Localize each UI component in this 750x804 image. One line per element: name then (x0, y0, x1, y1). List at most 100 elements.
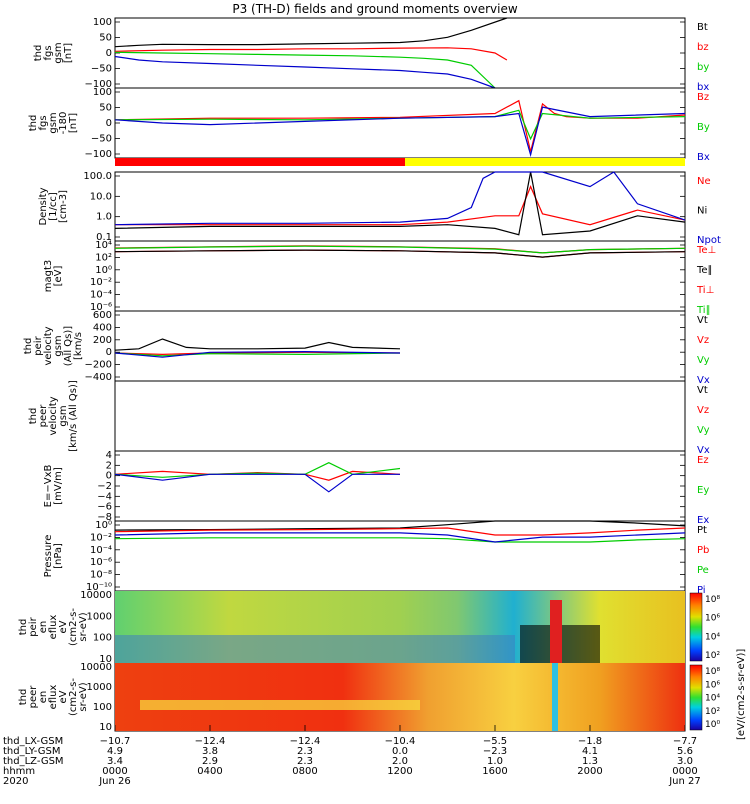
panel-frame (114, 87, 686, 159)
legend-entry: Pe (697, 565, 709, 576)
y-axis-label: velocity (48, 396, 59, 435)
y-axis-label: Density (38, 187, 49, 225)
y-axis-label: thd (18, 619, 29, 636)
y-tick-label: 0.1 (96, 232, 112, 243)
y-axis-label: peir (28, 616, 39, 636)
ephemeris-value: −10.7 (100, 736, 131, 747)
legend-entry: Vt (697, 385, 708, 396)
y-tick-label: 200 (93, 335, 112, 346)
legend-entry: Vx (697, 445, 710, 456)
legend-entry: Ez (697, 455, 709, 466)
colorbar-tick-label: 10² (705, 707, 720, 717)
ephemeris-value: 2.3 (297, 756, 313, 767)
ephemeris-value: −12.4 (195, 736, 226, 747)
y-tick-label: 10⁻² (90, 277, 112, 288)
ephemeris-value: 1200 (387, 766, 412, 777)
colorbar-tick-label: 10⁴ (705, 694, 720, 704)
series-Pt-line (114, 520, 686, 531)
series-Te∥-line (114, 249, 686, 258)
y-axis-label: eflux (48, 615, 59, 640)
y-axis-label: gsm (58, 405, 69, 426)
y-axis-label: thd (33, 45, 44, 62)
series-Ti∥-line (114, 245, 686, 254)
y-axis-label: peir (33, 335, 44, 355)
legend-entry: bx (697, 82, 709, 93)
y-tick-label: −4 (97, 491, 112, 502)
ephemeris-value: 3.8 (202, 746, 218, 757)
legend-entry: Vz (697, 405, 709, 416)
y-tick-label: 1.0 (96, 212, 112, 223)
series-Ni-line (114, 171, 686, 236)
y-axis-label: thd (23, 338, 34, 355)
legend-entry: Vz (697, 335, 709, 346)
legend-entry: Bz (697, 92, 709, 103)
series-Bz-line (114, 99, 686, 152)
panel-frame (114, 380, 686, 452)
y-tick-label: −50 (91, 134, 112, 145)
chart-title: P3 (TH-D) fields and ground moments over… (232, 2, 517, 16)
ephemeris-value: 0800 (292, 766, 317, 777)
y-tick-label: 10⁴ (95, 240, 112, 251)
y-tick-label: −6 (97, 502, 112, 513)
series-Npot-line (114, 171, 686, 226)
y-tick-label: −100 (85, 79, 112, 90)
y-axis-label: eV (58, 620, 69, 633)
spectrogram-ion (115, 591, 685, 663)
y-axis-label: sr-eV) (78, 682, 89, 711)
ephemeris-row-label: thd_LY-GSM (3, 746, 60, 757)
ephemeris-value: 1.0 (487, 756, 503, 767)
colorbar-tick-label: 10⁰ (705, 720, 720, 730)
ephemeris-value: 2.9 (202, 756, 218, 767)
y-axis-label: fgs (43, 45, 54, 60)
y-tick-label: 400 (93, 322, 112, 333)
legend-entry: bz (697, 42, 709, 53)
y-axis-label: eflux (48, 685, 59, 710)
y-tick-label: 10⁻⁴ (90, 290, 112, 301)
y-axis-label: E=−VxB (43, 465, 54, 508)
y-tick-label: −200 (85, 360, 112, 371)
y-axis-label: [eV] (53, 266, 64, 287)
spectrogram-electron-core (552, 663, 558, 731)
y-tick-label: 10⁻⁸ (90, 570, 112, 581)
ephemeris-value: −7.7 (673, 736, 697, 747)
ephemeris-value: 5.6 (677, 746, 693, 757)
ephemeris-value: 2.3 (297, 746, 313, 757)
y-axis-label: thd (28, 115, 39, 132)
ephemeris-value: 0000 (672, 766, 697, 777)
legend-entry: Ti⊥ (696, 285, 714, 296)
y-axis-label: (cm2-s- (68, 608, 79, 646)
ephemeris-value: 0000 (102, 766, 127, 777)
y-axis-label: [mV/m] (53, 467, 64, 505)
y-tick-label: 10 (99, 722, 112, 733)
y-axis-label: gsm (48, 112, 59, 133)
y-tick-label: 10000 (80, 662, 112, 673)
y-axis-label: (All Qs)] (63, 326, 74, 366)
y-tick-label: 10⁻⁶ (90, 557, 112, 568)
legend-entry: Te∥ (696, 265, 713, 276)
y-tick-label: 100 (93, 87, 112, 98)
y-tick-label: 10⁻⁶ (90, 302, 112, 313)
y-tick-label: 10⁻² (90, 532, 112, 543)
ephemeris-value: −5.5 (483, 736, 507, 747)
colorbar-tick-label: 10⁴ (705, 632, 720, 642)
y-axis-label: eV (58, 690, 69, 703)
ephemeris-value: Jun 27 (668, 776, 701, 787)
y-axis-label: [nT] (63, 43, 74, 63)
panel-frame (114, 171, 686, 242)
y-tick-label: 50 (99, 103, 112, 114)
y-axis-label: peer (38, 404, 49, 428)
series-Ey-line (114, 462, 401, 478)
legend-entry: Ni (697, 206, 707, 217)
legend-entry: Ey (697, 485, 709, 496)
series-Bx-line (114, 106, 686, 158)
y-tick-label: 100 (93, 702, 112, 713)
y-tick-label: 1000 (87, 682, 112, 693)
y-tick-label: −2 (97, 481, 112, 492)
y-tick-label: 600 (93, 310, 112, 321)
colorbar-electron (689, 664, 703, 731)
y-axis-label: en (38, 691, 49, 704)
y-tick-label: −50 (91, 64, 112, 75)
colorbar-tick-label: 10⁶ (705, 614, 720, 624)
y-tick-label: −400 (85, 372, 112, 383)
